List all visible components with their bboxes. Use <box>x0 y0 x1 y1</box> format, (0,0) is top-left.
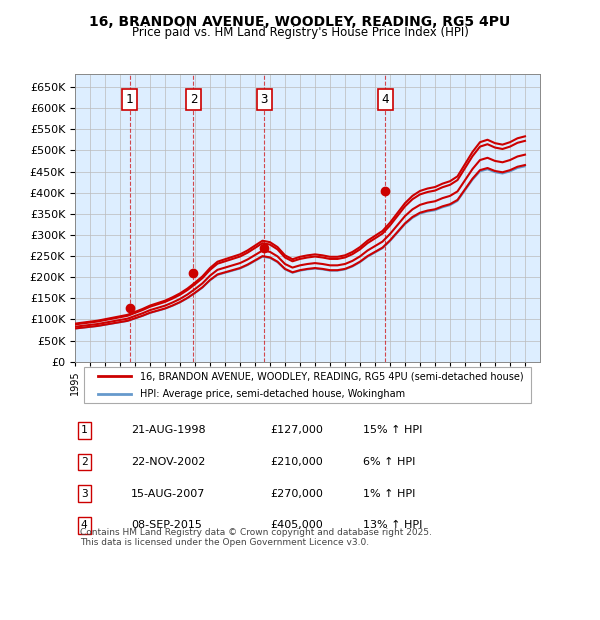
Text: £405,000: £405,000 <box>270 520 323 530</box>
Text: 15% ↑ HPI: 15% ↑ HPI <box>364 425 422 435</box>
Text: 3: 3 <box>81 489 88 498</box>
Text: 22-NOV-2002: 22-NOV-2002 <box>131 457 205 467</box>
Text: 2: 2 <box>81 457 88 467</box>
Text: 1: 1 <box>81 425 88 435</box>
Text: 6% ↑ HPI: 6% ↑ HPI <box>364 457 416 467</box>
Text: 15-AUG-2007: 15-AUG-2007 <box>131 489 205 498</box>
Text: 16, BRANDON AVENUE, WOODLEY, READING, RG5 4PU (semi-detached house): 16, BRANDON AVENUE, WOODLEY, READING, RG… <box>140 371 524 381</box>
Text: £210,000: £210,000 <box>270 457 323 467</box>
Text: 3: 3 <box>260 93 268 106</box>
Text: 4: 4 <box>81 520 88 530</box>
Text: 1: 1 <box>126 93 133 106</box>
Text: £270,000: £270,000 <box>270 489 323 498</box>
FancyBboxPatch shape <box>84 367 531 403</box>
Text: 4: 4 <box>382 93 389 106</box>
Text: HPI: Average price, semi-detached house, Wokingham: HPI: Average price, semi-detached house,… <box>140 389 405 399</box>
Text: 16, BRANDON AVENUE, WOODLEY, READING, RG5 4PU: 16, BRANDON AVENUE, WOODLEY, READING, RG… <box>89 16 511 30</box>
Text: 21-AUG-1998: 21-AUG-1998 <box>131 425 205 435</box>
Text: £127,000: £127,000 <box>270 425 323 435</box>
Text: 08-SEP-2015: 08-SEP-2015 <box>131 520 202 530</box>
Text: 13% ↑ HPI: 13% ↑ HPI <box>364 520 422 530</box>
Text: 2: 2 <box>190 93 197 106</box>
Text: Price paid vs. HM Land Registry's House Price Index (HPI): Price paid vs. HM Land Registry's House … <box>131 26 469 39</box>
Text: 1% ↑ HPI: 1% ↑ HPI <box>364 489 416 498</box>
Text: Contains HM Land Registry data © Crown copyright and database right 2025.
This d: Contains HM Land Registry data © Crown c… <box>80 528 431 547</box>
